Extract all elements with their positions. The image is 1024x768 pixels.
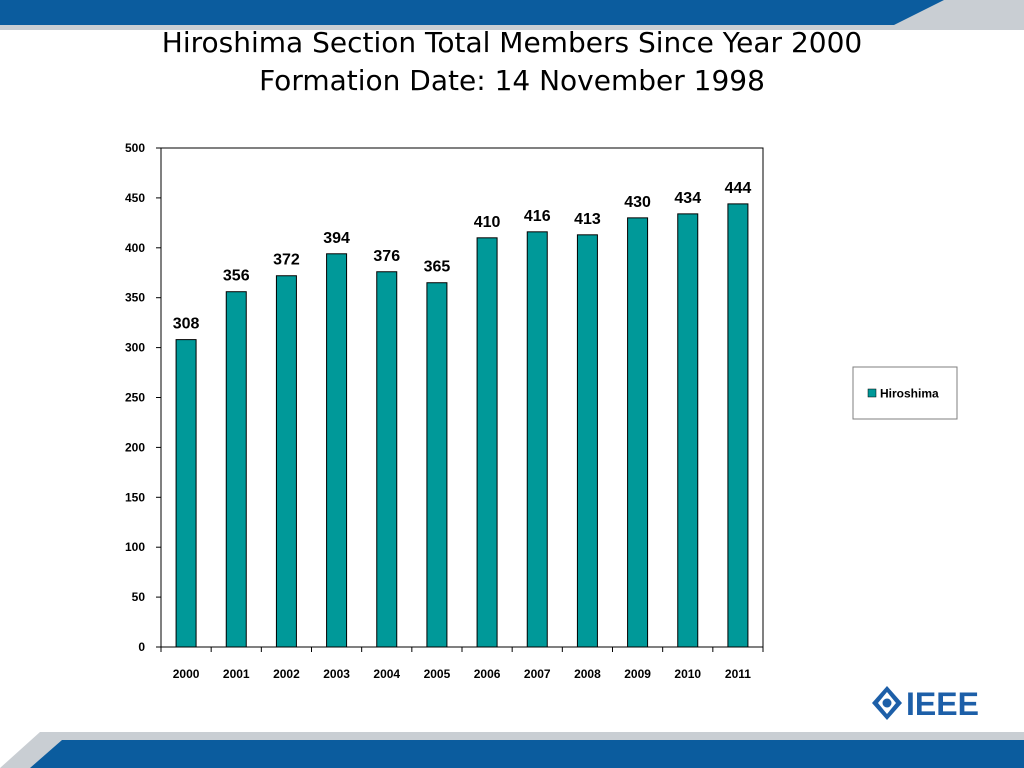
y-tick-label: 100 [125,540,145,554]
y-tick-label: 0 [138,640,145,654]
y-axis: 0 50 100 150 200 250 300 350 400 450 500 [125,141,161,654]
x-tick-label: 2008 [574,667,601,681]
x-tick-label: 2002 [273,667,300,681]
bar [276,276,296,647]
legend: Hiroshima [853,367,957,419]
bar-value-label: 394 [323,230,350,247]
y-tick-label: 250 [125,391,145,405]
legend-label-hiroshima: Hiroshima [880,387,939,401]
bar-value-label: 416 [524,208,551,225]
plot-area [161,148,763,647]
bar-value-label: 413 [574,211,601,228]
bar [527,232,547,647]
x-tick-label: 2011 [725,667,751,681]
bottom-footer-band [0,728,1024,768]
y-tick-label: 300 [125,341,145,355]
x-tick-label: 2006 [474,667,501,681]
x-tick-label: 2010 [674,667,701,681]
bar [577,235,597,647]
bar-value-label: 434 [674,190,701,207]
bar-value-label: 308 [173,316,200,333]
x-tick-label: 2007 [524,667,551,681]
y-tick-label: 150 [125,490,145,504]
y-tick-label: 450 [125,191,145,205]
y-tick-label: 500 [125,141,145,155]
bar-value-label: 430 [624,194,651,211]
x-axis: 2000 2001 2002 2003 2004 2005 2006 2007 2008 2009… [161,647,763,681]
x-tick-label: 2009 [624,667,651,681]
ieee-logo-text: IEEE [906,686,979,722]
ieee-logo: IEEE [872,684,994,722]
bar [226,292,246,647]
x-tick-label: 2003 [323,667,350,681]
bar [477,238,497,647]
bar [327,254,347,647]
y-tick-label: 50 [132,590,146,604]
legend-swatch [868,389,876,397]
bar [728,204,748,647]
bar-value-label: 410 [474,214,501,231]
bar-value-label: 365 [424,259,451,276]
bar-value-label: 356 [223,268,250,285]
bar-value-label: 376 [373,248,400,265]
x-tick-label: 2000 [173,667,200,681]
x-tick-label: 2004 [373,667,400,681]
x-tick-label: 2001 [223,667,250,681]
bar [678,214,698,647]
x-tick-label: 2005 [424,667,451,681]
bar-value-label: 444 [725,180,752,197]
y-tick-label: 350 [125,291,145,305]
bar [377,272,397,647]
bar [176,340,196,647]
bar [427,283,447,647]
bar [628,218,648,647]
bar-value-label: 372 [273,252,300,269]
y-tick-label: 200 [125,440,145,454]
y-tick-label: 400 [125,241,145,255]
